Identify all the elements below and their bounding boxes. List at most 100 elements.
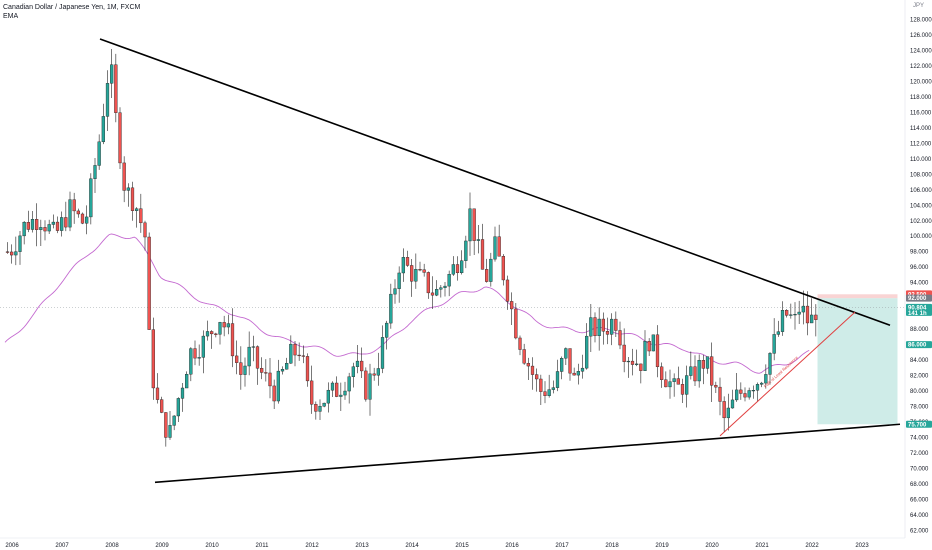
candle [205, 320, 210, 341]
candle [422, 263, 426, 277]
candle [451, 256, 455, 276]
y-tick-label: 74.000 [910, 435, 929, 441]
candle [76, 208, 80, 218]
candle [639, 363, 643, 384]
price-tag: 92.000 [906, 294, 932, 302]
ema-path [4, 233, 810, 374]
svg-text:90.804: 90.804 [908, 305, 927, 311]
path-arrow[interactable] [719, 311, 856, 437]
candle [10, 244, 14, 264]
y-tick-label: 116.000 [910, 110, 932, 116]
candle [14, 236, 18, 266]
candle [55, 216, 60, 234]
candle [268, 357, 272, 399]
x-tick-label: 2015 [455, 543, 469, 549]
candle [701, 354, 705, 385]
svg-text:75.700: 75.700 [908, 422, 927, 428]
y-tick-label: 108.000 [910, 172, 932, 178]
candle [280, 366, 285, 375]
candle [672, 373, 676, 397]
y-tick-label: 114.000 [910, 126, 932, 132]
candle [380, 325, 385, 374]
candle [130, 181, 135, 221]
candle [335, 376, 339, 398]
upper-trendline[interactable] [99, 38, 891, 326]
candle [172, 415, 176, 431]
y-tick-label: 112.000 [910, 141, 932, 147]
candle [339, 382, 343, 412]
candle [414, 253, 418, 289]
candle [580, 354, 585, 379]
candle [43, 220, 47, 241]
candle [810, 298, 814, 324]
candle [376, 352, 380, 386]
candle [147, 232, 151, 331]
candle [801, 290, 805, 325]
x-tick-label: 2014 [405, 543, 419, 549]
candle [35, 203, 39, 247]
x-tick-label: 2016 [505, 543, 519, 549]
candle [430, 276, 435, 310]
candle [739, 382, 743, 400]
candle [243, 357, 247, 387]
candle [251, 335, 255, 362]
candle [660, 362, 664, 388]
candle [480, 223, 485, 270]
candle [105, 70, 110, 132]
candle [143, 220, 147, 251]
y-tick-label: 84.000 [910, 358, 929, 364]
svg-text:92.000: 92.000 [908, 296, 927, 302]
candle [622, 328, 626, 373]
candle [214, 332, 218, 338]
candle [685, 365, 689, 408]
candle [122, 156, 126, 203]
x-tick-label: 2012 [305, 543, 319, 549]
candle [126, 183, 130, 207]
candle [47, 219, 51, 234]
candle [210, 330, 214, 349]
candle [355, 344, 360, 374]
candle [751, 385, 755, 399]
y-tick-label: 106.000 [910, 188, 932, 194]
candle [364, 367, 368, 402]
candle [726, 393, 730, 431]
candle [264, 359, 268, 382]
y-tick-label: 64.000 [910, 513, 929, 519]
candle [468, 192, 472, 256]
candle [351, 362, 355, 388]
y-tick-label: 78.000 [910, 404, 929, 410]
candle [514, 302, 518, 340]
y-tick-label: 62.000 [910, 528, 929, 534]
candle [780, 301, 785, 336]
y-tick-label: 80.000 [910, 389, 929, 395]
candle [347, 372, 351, 404]
candle [276, 359, 280, 404]
candle [439, 285, 443, 298]
y-tick-label: 128.000 [910, 18, 932, 24]
price-tag: 86.000 [906, 341, 932, 349]
x-tick-label: 2020 [705, 543, 719, 549]
candle [610, 313, 614, 346]
candle [710, 342, 714, 403]
candle [118, 107, 122, 170]
candle [776, 320, 780, 337]
candle [764, 364, 768, 389]
lower-trendline[interactable] [154, 423, 901, 484]
candle [151, 317, 155, 400]
candle [18, 231, 22, 265]
candle [85, 205, 89, 235]
candle [164, 412, 168, 447]
candle [497, 224, 501, 257]
candle [760, 381, 764, 388]
candle [68, 191, 72, 232]
candle [326, 382, 330, 413]
x-tick-label: 2019 [655, 543, 669, 549]
candles [5, 48, 818, 447]
candle [155, 373, 160, 404]
candle [101, 103, 105, 145]
candle [168, 411, 172, 440]
candle [343, 381, 347, 400]
candle [501, 254, 505, 286]
